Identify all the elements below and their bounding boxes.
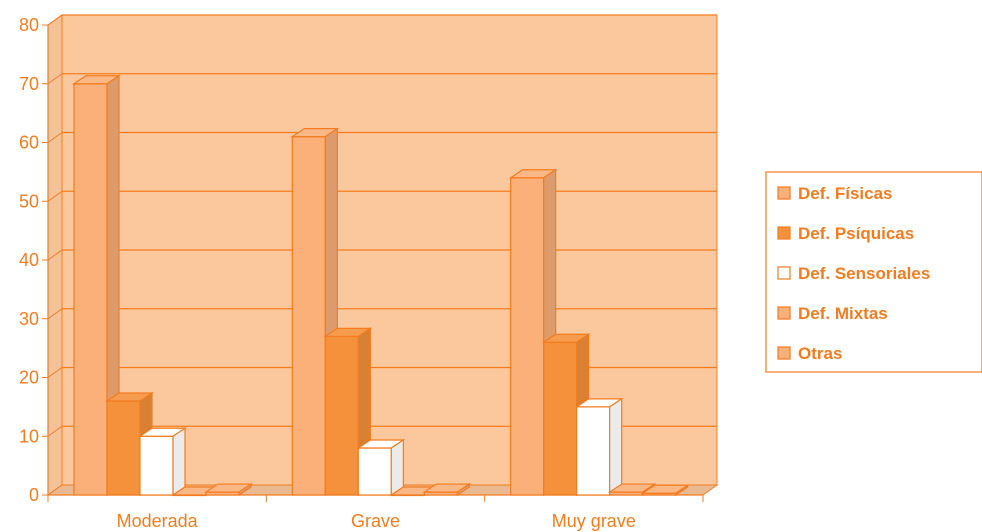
legend-label: Otras [798,344,842,363]
legend-label: Def. Físicas [798,184,893,203]
legend-label: Def. Mixtas [798,304,888,323]
legend-item: Def. Mixtas [777,304,888,323]
bar-front [357,447,392,496]
gridline-side [47,249,63,261]
x-category-label: Moderada [117,511,199,531]
bar [422,482,472,497]
bar-side [675,484,689,497]
legend-swatch [777,346,791,360]
bar [640,484,690,497]
x-category-label: Grave [351,511,400,531]
legend-label: Def. Psíquicas [798,224,914,243]
gridline-side [47,190,63,202]
legend-item: Otras [777,344,842,363]
gridline-side [47,14,63,26]
y-tick-label: 40 [19,250,39,270]
y-tick-label: 50 [19,191,39,211]
gridline-side [47,367,63,378]
legend-item: Def. Físicas [777,184,893,203]
y-tick-label: 10 [19,426,39,446]
legend-swatch [777,186,791,200]
bar-front [324,335,359,496]
gridlines [47,14,717,437]
bar-side [390,438,404,497]
bar [607,482,657,497]
bar-front [543,341,578,496]
bar-front [73,83,108,496]
bar-front [139,435,174,496]
gridline-side [47,73,63,85]
y-tick-label: 60 [19,133,39,153]
y-tick-label: 30 [19,309,39,329]
y-tick-label: 70 [19,74,39,94]
bar-front [576,406,611,496]
bar-side [456,482,470,497]
gridline-side [47,308,63,320]
y-axis-tick-labels: 0 10 20 30 40 50 60 70 80 [19,15,39,505]
bar [356,438,406,497]
legend: Def. Físicas Def. Psíquicas Def. Sensorial… [765,171,982,373]
x-category-label: Muy grave [552,511,636,531]
bar [138,427,187,497]
legend-label: Def. Sensoriales [798,264,930,283]
bar [574,397,624,497]
legend-swatch [777,226,791,240]
bar-side [238,482,252,497]
bar [72,74,121,497]
legend-swatch [777,266,791,280]
legend-item: Def. Psíquicas [777,224,914,243]
x-axis-category-labels: Moderada Grave Muy grave [117,511,636,531]
y-tick-label: 0 [29,485,39,505]
legend-swatch [777,306,791,320]
gridline-side [47,425,63,437]
bar-front [510,177,545,496]
legend-box [765,171,982,373]
bar-side [172,427,186,497]
y-tick-label: 20 [19,368,39,388]
bar-side [609,397,623,497]
bar-front [106,400,141,496]
y-tick-label: 80 [19,15,39,35]
bars [72,74,690,497]
legend-item: Def. Sensoriales [777,264,930,283]
gridline-side [47,132,63,143]
bar-front [291,136,326,496]
bar [204,482,253,497]
